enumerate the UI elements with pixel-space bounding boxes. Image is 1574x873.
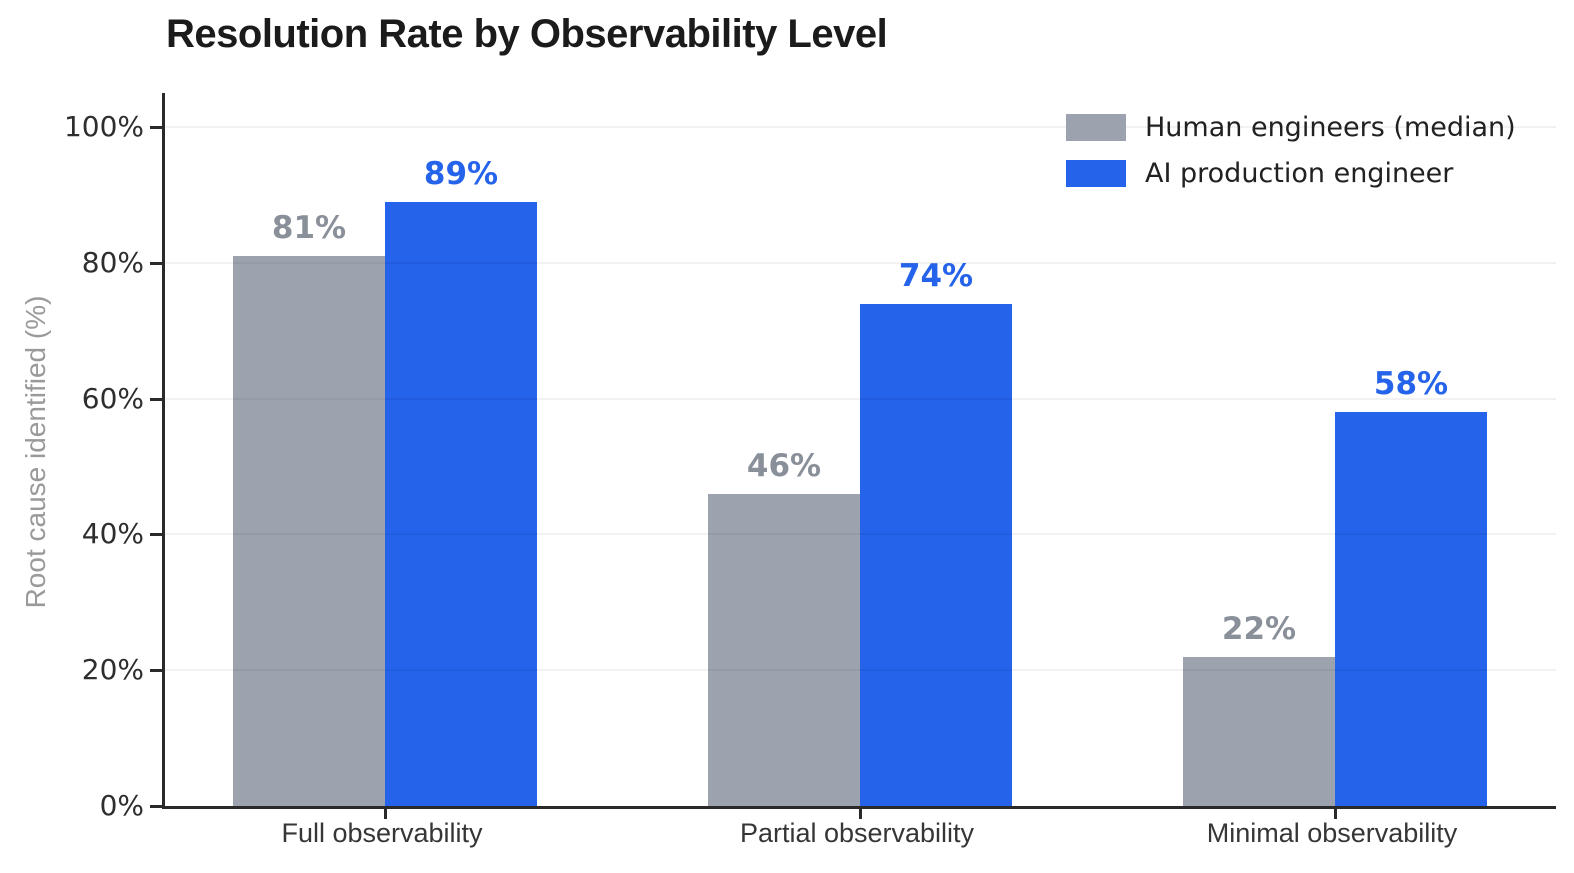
gridline-100	[165, 126, 1556, 128]
gridline-80	[165, 262, 1556, 264]
bar-value-label-human-engineers-median-partial-observability: 46%	[746, 448, 822, 484]
legend-swatch-ai-production-engineer	[1066, 160, 1126, 187]
y-tick-mark	[150, 262, 162, 265]
y-tick-label-100: 100%	[63, 110, 144, 143]
bar-value-label-human-engineers-median-minimal-observability: 22%	[1221, 611, 1297, 647]
y-tick-label-20: 20%	[81, 653, 144, 686]
legend-label-human-engineers-median: Human engineers (median)	[1145, 112, 1516, 143]
y-tick-label-0: 0%	[99, 789, 144, 822]
y-tick-mark	[150, 669, 162, 672]
y-tick-mark	[150, 398, 162, 401]
x-category-label-full-observability: Full observability	[281, 818, 483, 848]
bar-human-engineers-median-partial-observability: 46%	[708, 448, 860, 806]
legend-swatch-human-engineers-median	[1066, 114, 1126, 141]
y-tick-label-60: 60%	[81, 382, 144, 415]
x-tick-mark	[1334, 809, 1337, 819]
bar-ai-production-engineer-full-observability: 89%	[385, 156, 537, 806]
bar-value-label-ai-production-engineer-full-observability: 89%	[423, 156, 499, 192]
gridline-20	[165, 669, 1556, 671]
y-axis-title: Root cause identified (%)	[20, 295, 51, 609]
x-tick-mark	[384, 809, 387, 819]
x-category-label-minimal-observability: Minimal observability	[1206, 818, 1458, 848]
y-tick-label-40: 40%	[81, 517, 144, 550]
y-tick-mark	[150, 126, 162, 129]
bar-human-engineers-median-full-observability: 81%	[233, 210, 385, 806]
y-tick-label-80: 80%	[81, 246, 144, 279]
bar-human-engineers-median-minimal-observability: 22%	[1183, 611, 1335, 806]
y-tick-mark	[150, 805, 162, 808]
bar-value-label-ai-production-engineer-minimal-observability: 58%	[1373, 366, 1449, 402]
x-tick-mark	[859, 809, 862, 819]
x-category-label-partial-observability: Partial observability	[739, 818, 975, 848]
legend-row-human-engineers-median: Human engineers (median)	[1066, 112, 1516, 143]
chart-title: Resolution Rate by Observability Level	[166, 12, 888, 56]
gridline-40	[165, 533, 1556, 535]
legend: Human engineers (median) AI production en…	[1066, 112, 1516, 204]
bar-ai-production-engineer-partial-observability: 74%	[860, 258, 1012, 806]
legend-row-ai-production-engineer: AI production engineer	[1066, 158, 1516, 189]
bar-ai-production-engineer-minimal-observability: 58%	[1335, 366, 1487, 806]
legend-label-ai-production-engineer: AI production engineer	[1145, 158, 1454, 189]
plot-area: 81% 89% 46% 74% 22% 58%	[150, 93, 1556, 819]
bar-value-label-ai-production-engineer-partial-observability: 74%	[898, 258, 974, 294]
gridline-60	[165, 398, 1556, 400]
y-tick-mark	[150, 533, 162, 536]
bar-value-label-human-engineers-median-full-observability: 81%	[271, 210, 347, 246]
